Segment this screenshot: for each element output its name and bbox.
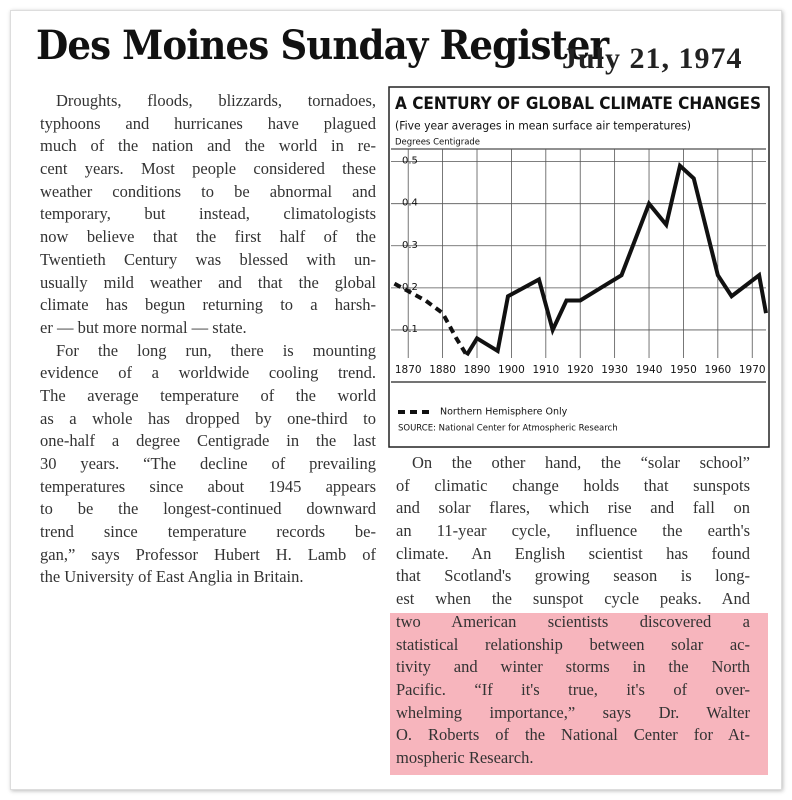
- text-line: climate. An English scientist has found: [396, 543, 750, 563]
- left-column: Droughts, floods, blizzards, tornadoes, t…: [40, 90, 376, 589]
- text-line: 30 years. “The decline of prevailing: [40, 454, 376, 473]
- text-line: temporary, but instead, climatologists: [40, 204, 376, 224]
- x-tick-label: 1890: [464, 364, 491, 376]
- x-tick-label: 1880: [429, 364, 456, 376]
- highlight: [390, 613, 768, 775]
- text-line: climate has begun returning to a harsh-: [40, 295, 376, 315]
- text-line: much of the nation and the world in re-: [40, 136, 376, 156]
- y-tick-label: 0.4: [402, 198, 418, 209]
- text-line: now believe that the first half of the: [40, 227, 376, 247]
- text-line: that Scotland's growing season is long-: [396, 566, 750, 586]
- text-line: temperatures since about 1945 appears: [40, 476, 376, 496]
- text-line: usually mild weather and that the global: [40, 272, 376, 292]
- text-line: tivity and winter storms in the North: [396, 657, 750, 677]
- chart: A CENTURY OF GLOBAL CLIMATE CHANGES (Fiv…: [388, 86, 770, 448]
- y-axis-label: Degrees Centigrade: [395, 138, 480, 148]
- masthead: Des Moines Sunday Register: [36, 22, 609, 69]
- text-line: typhoons and hurricanes have plagued: [40, 113, 376, 133]
- x-tick-label: 1970: [739, 364, 766, 376]
- text-line: the University of East Anglia in Britain…: [40, 567, 304, 587]
- x-tick-label: 1900: [498, 364, 525, 376]
- date: July 21, 1974: [562, 42, 743, 75]
- text-line: cent years. Most people considered these: [40, 159, 376, 179]
- text-line: statistical relationship between solar a…: [396, 634, 750, 654]
- text-line: and solar flares, which rise and fall on: [396, 498, 750, 518]
- text-line: O. Roberts of the National Center for At…: [396, 725, 750, 745]
- text-line: an 11-year cycle, influence the earth's: [396, 521, 750, 541]
- x-tick-label: 1870: [395, 364, 422, 376]
- y-tick-label: 0.1: [402, 324, 418, 335]
- x-tick-label: 1910: [532, 364, 559, 376]
- y-tick-label: 0.2: [402, 282, 418, 293]
- chart-title: A CENTURY OF GLOBAL CLIMATE CHANGES: [395, 94, 761, 114]
- text-line: Pacific. “If it's true, it's of over-: [396, 679, 750, 699]
- text-line: whelming importance,” says Dr. Walter: [396, 702, 750, 722]
- text-line: to be the longest-continued downward: [40, 499, 376, 519]
- text-line: of climatic change holds that sunspots: [396, 475, 750, 495]
- text-line: er — but more normal — state.: [40, 317, 247, 337]
- data-line: [464, 162, 768, 357]
- y-tick-label: 0.5: [402, 156, 418, 167]
- x-tick-label: 1950: [670, 364, 697, 376]
- text-line: est when the sunspot cycle peaks. And: [396, 589, 750, 609]
- text-line: trend since temperature records be-: [40, 522, 376, 542]
- text-line: one-half a degree Centigrade in the last: [40, 431, 376, 451]
- text-line: mospheric Research.: [396, 747, 534, 767]
- x-tick-label: 1940: [636, 364, 663, 376]
- right-column: On the other hand, the “solar school” of …: [396, 452, 750, 770]
- chart-source: SOURCE: National Center for Atmospheric …: [398, 424, 618, 434]
- text-line: For the long run, there is mounting: [56, 340, 376, 360]
- text-line: two American scientists discovered a: [396, 611, 750, 631]
- x-tick-label: 1960: [704, 364, 731, 376]
- chart-box: [388, 86, 770, 448]
- legend-label: Northern Hemisphere Only: [440, 407, 568, 418]
- x-tick-label: 1920: [567, 364, 594, 376]
- text-line: as a whole has dropped by one-third to: [40, 408, 376, 428]
- text-line: On the other hand, the “solar school”: [412, 453, 750, 472]
- text-line: evidence of a worldwide cooling trend.: [40, 363, 376, 383]
- x-tick-label: 1930: [601, 364, 628, 376]
- text-line: The average temperature of the world: [40, 385, 376, 405]
- y-tick-label: 0.3: [402, 240, 418, 251]
- text-line: Twentieth Century was blessed with un-: [40, 249, 376, 269]
- text-line: weather conditions to be abnormal and: [40, 181, 376, 201]
- text-line: gan,” says Professor Hubert H. Lamb of: [40, 544, 376, 564]
- chart-subtitle: (Five year averages in mean surface air …: [395, 119, 691, 133]
- text-line: Droughts, floods, blizzards, tornadoes,: [56, 91, 376, 110]
